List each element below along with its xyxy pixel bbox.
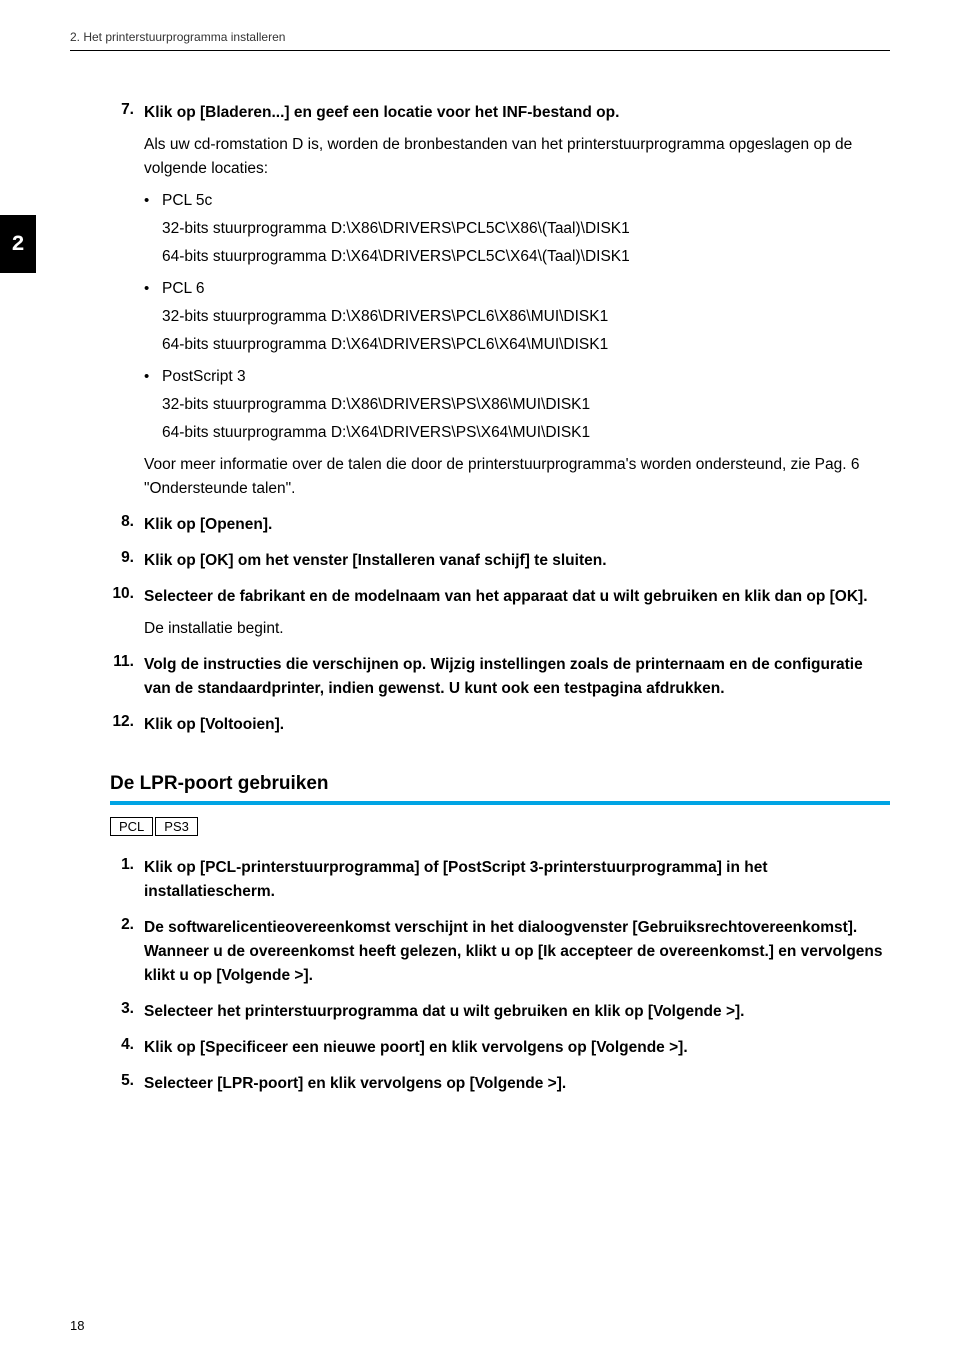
- step-lead: Klik op [Openen].: [144, 513, 890, 537]
- step-tail-para: Voor meer informatie over de talen die d…: [144, 453, 890, 501]
- chapter-tab: 2: [0, 215, 36, 273]
- step-item: 11.Volg de instructies die verschijnen o…: [110, 653, 890, 701]
- header-rule: [70, 50, 890, 51]
- step-item: 3.Selecteer het printerstuurprogramma da…: [110, 1000, 890, 1024]
- step-body: Klik op [Bladeren...] en geef een locati…: [144, 101, 890, 501]
- bullet-item: •PCL 5c 32-bits stuurprogramma D:\X86\DRI…: [144, 189, 890, 269]
- bullet-title: PCL 5c: [162, 189, 212, 213]
- bullet-line: 32-bits stuurprogramma D:\X86\DRIVERS\PC…: [162, 305, 890, 329]
- step-item: 8.Klik op [Openen].: [110, 513, 890, 537]
- bullet-item: •PostScript 3 32-bits stuurprogramma D:\X…: [144, 365, 890, 445]
- bullet-line: 64-bits stuurprogramma D:\X64\DRIVERS\PC…: [162, 245, 890, 269]
- step-lead: Klik op [PCL-printerstuurprogramma] of […: [144, 856, 890, 904]
- step-item: 5.Selecteer [LPR-poort] en klik vervolge…: [110, 1072, 890, 1096]
- bullet-list: •PCL 5c32-bits stuurprogramma D:\X86\DRI…: [144, 189, 890, 445]
- running-header: 2. Het printerstuurprogramma installeren: [70, 30, 890, 44]
- bullet-sub: 32-bits stuurprogramma D:\X86\DRIVERS\PS…: [162, 393, 890, 445]
- tag-pcl: PCL: [110, 817, 153, 836]
- step-item: 12.Klik op [Voltooien].: [110, 713, 890, 737]
- step-body: Klik op [Openen].: [144, 513, 890, 537]
- bullet-sub: 32-bits stuurprogramma D:\X86\DRIVERS\PC…: [162, 217, 890, 269]
- step-item: 4.Klik op [Specificeer een nieuwe poort]…: [110, 1036, 890, 1060]
- step-number: 3.: [110, 1000, 144, 1024]
- step-body: Volg de instructies die verschijnen op. …: [144, 653, 890, 701]
- bullet-title: PCL 6: [162, 277, 205, 301]
- step-body: De softwarelicentieovereenkomst verschij…: [144, 916, 890, 988]
- step-lead: Klik op [Bladeren...] en geef een locati…: [144, 101, 890, 125]
- step-para: Als uw cd-romstation D is, worden de bro…: [144, 133, 890, 181]
- step-list-b: 1.Klik op [PCL-printerstuurprogramma] of…: [110, 856, 890, 1096]
- step-number: 1.: [110, 856, 144, 904]
- step-item: 7.Klik op [Bladeren...] en geef een loca…: [110, 101, 890, 501]
- bullet-line: 32-bits stuurprogramma D:\X86\DRIVERS\PS…: [162, 393, 890, 417]
- step-number: 11.: [110, 653, 144, 701]
- bullet-dot: •: [144, 365, 162, 388]
- step-lead: Selecteer [LPR-poort] en klik vervolgens…: [144, 1072, 890, 1096]
- bullet-dot: •: [144, 189, 162, 212]
- step-item: 9.Klik op [OK] om het venster [Installer…: [110, 549, 890, 573]
- bullet-line: 32-bits stuurprogramma D:\X86\DRIVERS\PC…: [162, 217, 890, 241]
- step-item: 10.Selecteer de fabrikant en de modelnaa…: [110, 585, 890, 641]
- step-tail-para: De installatie begint.: [144, 617, 890, 641]
- step-lead: Klik op [OK] om het venster [Installeren…: [144, 549, 890, 573]
- bullet-line: 64-bits stuurprogramma D:\X64\DRIVERS\PS…: [162, 421, 890, 445]
- step-list-a: 7.Klik op [Bladeren...] en geef een loca…: [110, 101, 890, 737]
- step-lead: Klik op [Voltooien].: [144, 713, 890, 737]
- step-number: 9.: [110, 549, 144, 573]
- step-body: Klik op [Voltooien].: [144, 713, 890, 737]
- step-body: Selecteer de fabrikant en de modelnaam v…: [144, 585, 890, 641]
- step-number: 7.: [110, 101, 144, 501]
- step-number: 10.: [110, 585, 144, 641]
- tag-row: PCLPS3: [110, 817, 890, 836]
- bullet-title: PostScript 3: [162, 365, 246, 389]
- step-item: 2.De softwarelicentieovereenkomst versch…: [110, 916, 890, 988]
- step-lead: De softwarelicentieovereenkomst verschij…: [144, 916, 890, 988]
- step-item: 1.Klik op [PCL-printerstuurprogramma] of…: [110, 856, 890, 904]
- step-lead: Volg de instructies die verschijnen op. …: [144, 653, 890, 701]
- step-number: 12.: [110, 713, 144, 737]
- main-content: 7.Klik op [Bladeren...] en geef een loca…: [110, 101, 890, 1096]
- step-lead: Selecteer de fabrikant en de modelnaam v…: [144, 585, 890, 609]
- bullet-item: •PCL 6 32-bits stuurprogramma D:\X86\DRIV…: [144, 277, 890, 357]
- bullet-sub: 32-bits stuurprogramma D:\X86\DRIVERS\PC…: [162, 305, 890, 357]
- step-body: Selecteer [LPR-poort] en klik vervolgens…: [144, 1072, 890, 1096]
- step-body: Klik op [PCL-printerstuurprogramma] of […: [144, 856, 890, 904]
- step-lead: Klik op [Specificeer een nieuwe poort] e…: [144, 1036, 890, 1060]
- accent-rule: [110, 801, 890, 805]
- step-body: Klik op [Specificeer een nieuwe poort] e…: [144, 1036, 890, 1060]
- page-number: 18: [70, 1318, 84, 1333]
- tag-ps3: PS3: [155, 817, 198, 836]
- step-number: 4.: [110, 1036, 144, 1060]
- bullet-line: 64-bits stuurprogramma D:\X64\DRIVERS\PC…: [162, 333, 890, 357]
- step-body: Klik op [OK] om het venster [Installeren…: [144, 549, 890, 573]
- step-lead: Selecteer het printerstuurprogramma dat …: [144, 1000, 890, 1024]
- step-number: 8.: [110, 513, 144, 537]
- bullet-dot: •: [144, 277, 162, 300]
- step-number: 2.: [110, 916, 144, 988]
- step-number: 5.: [110, 1072, 144, 1096]
- section-title: De LPR-poort gebruiken: [110, 773, 890, 795]
- step-body: Selecteer het printerstuurprogramma dat …: [144, 1000, 890, 1024]
